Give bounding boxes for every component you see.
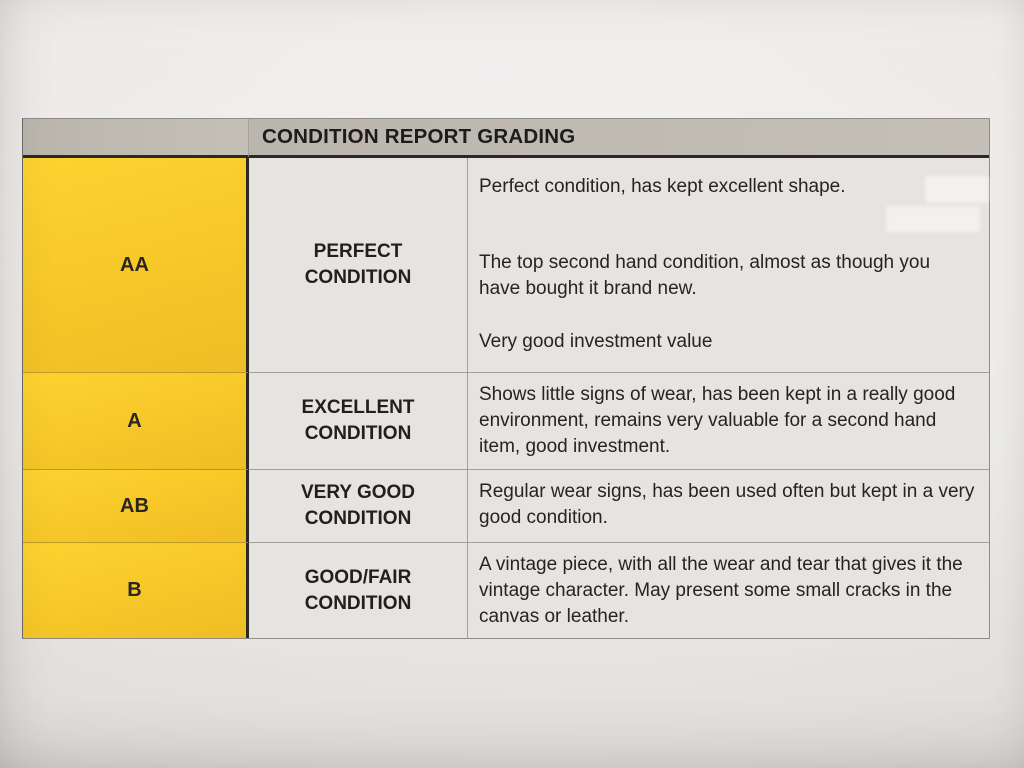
description-paragraph: The top second hand condition, almost as…: [479, 252, 931, 299]
condition-label-text: EXCELLENT CONDITION: [301, 397, 415, 444]
grade-label: B: [127, 579, 142, 601]
grade-cell-b: B: [23, 542, 249, 638]
condition-label-b: GOOD/FAIR CONDITION: [249, 542, 468, 638]
description-cell-aa: Perfect condition, has kept excellent sh…: [468, 158, 989, 372]
condition-label-aa: PERFECT CONDITION: [249, 158, 468, 372]
description-paragraph: Shows little signs of wear, has been kep…: [479, 384, 956, 457]
description-paragraph: A vintage piece, with all the wear and t…: [479, 554, 963, 627]
condition-grading-table: CONDITION REPORT GRADING AA PERFECT COND…: [22, 118, 990, 639]
condition-label-text: PERFECT CONDITION: [304, 241, 412, 288]
grade-label: AA: [120, 253, 149, 276]
grade-label: AB: [120, 494, 149, 517]
table-title-text: CONDITION REPORT GRADING: [262, 125, 576, 148]
description-paragraph: Perfect condition, has kept excellent sh…: [479, 176, 846, 197]
grade-cell-aa: AA: [23, 158, 249, 372]
condition-label-a: EXCELLENT CONDITION: [249, 372, 468, 469]
description-paragraph: Regular wear signs, has been used often …: [479, 481, 975, 528]
grade-cell-a: A: [23, 372, 249, 469]
table-title: CONDITION REPORT GRADING: [249, 119, 989, 158]
description-paragraph: Very good investment value: [479, 331, 713, 352]
description-cell-ab: Regular wear signs, has been used often …: [468, 469, 989, 542]
description-cell-b: A vintage piece, with all the wear and t…: [468, 542, 989, 638]
description-cell-a: Shows little signs of wear, has been kep…: [468, 372, 989, 469]
condition-label-text: GOOD/FAIR CONDITION: [304, 566, 412, 614]
condition-label-ab: VERY GOOD CONDITION: [249, 469, 468, 542]
grade-cell-ab: AB: [23, 469, 249, 542]
header-spacer-cell: [23, 119, 249, 158]
grade-label: A: [127, 409, 142, 432]
condition-label-text: VERY GOOD CONDITION: [300, 482, 416, 529]
